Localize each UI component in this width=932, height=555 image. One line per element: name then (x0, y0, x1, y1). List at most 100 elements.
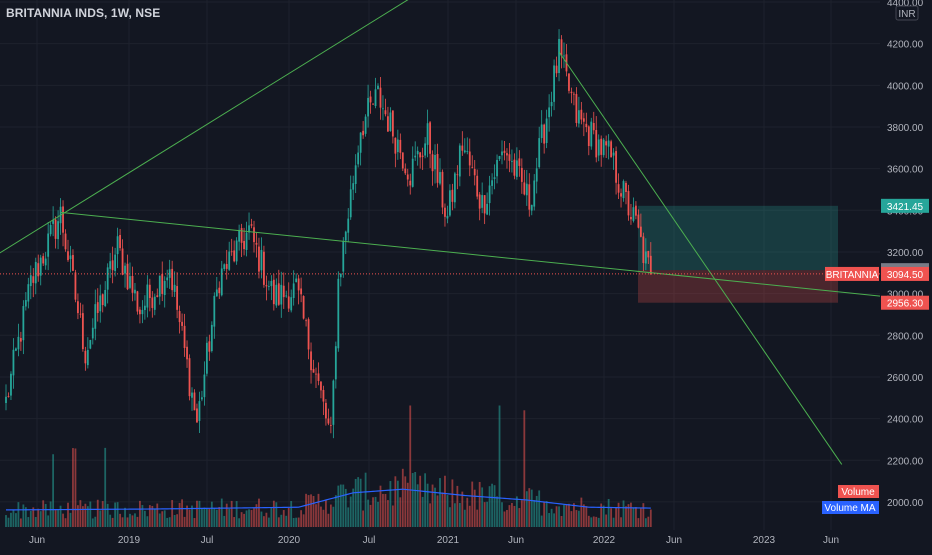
volume-bar (287, 507, 290, 527)
volume-bar (121, 517, 124, 527)
candle-body (446, 215, 449, 219)
volume-bar (62, 513, 64, 527)
candle-body (630, 216, 632, 220)
volume-bar (384, 493, 387, 527)
candle-body (272, 279, 275, 305)
candle-body (267, 286, 270, 287)
candle-body (96, 302, 99, 313)
volume-bar (520, 500, 523, 527)
volume-bar (19, 518, 22, 527)
candle-body (615, 151, 617, 183)
volume-bar (332, 506, 335, 527)
candle-body (488, 185, 491, 204)
candle-body (451, 189, 454, 202)
candle-body (213, 295, 216, 327)
volume-bar (587, 515, 590, 527)
price-tick-label: 3600.00 (887, 165, 924, 176)
volume-bar (116, 502, 119, 527)
volume-bar (255, 504, 258, 527)
candle-body (297, 278, 300, 291)
candle-body (339, 273, 342, 278)
candle-body (196, 408, 198, 423)
volume-bar (312, 495, 315, 527)
volume-bar (406, 482, 409, 527)
volume-bar (553, 513, 555, 527)
volume-bar (476, 509, 479, 527)
candle-body (332, 380, 335, 425)
volume-bar (349, 496, 352, 527)
candle-body (153, 296, 156, 310)
candle-body (431, 154, 434, 172)
volume-bar (10, 512, 12, 527)
candle-body (91, 327, 94, 339)
volume-bar (12, 509, 15, 527)
volume-bar (228, 508, 231, 527)
volume-bar (173, 514, 176, 527)
candle-body (106, 267, 109, 290)
candle-body (525, 183, 528, 196)
volume-bar (530, 489, 533, 527)
candle-body (19, 338, 22, 342)
candle-body (391, 110, 394, 137)
volume-bar (528, 488, 531, 527)
candle-body (320, 381, 322, 391)
candle-body (220, 268, 223, 296)
candle-body (139, 309, 141, 315)
volume-bar (565, 504, 568, 527)
candle-body (644, 251, 647, 264)
volume-bar (466, 497, 469, 527)
volume-bar (302, 514, 305, 527)
volume-bar (243, 513, 245, 527)
candle-body (280, 284, 283, 305)
volume-bar (188, 509, 191, 527)
candle-body (352, 183, 355, 190)
volume-bar (419, 475, 422, 527)
volume-bar (139, 500, 141, 527)
candle-body (12, 349, 15, 376)
candle-body (513, 159, 516, 176)
candle-body (67, 251, 69, 261)
volume-bar (538, 490, 541, 527)
candle-body (372, 103, 374, 105)
volume-bar (644, 518, 647, 527)
volume-bar (235, 501, 238, 527)
candle-body (198, 401, 201, 421)
candle-body (37, 263, 40, 277)
trendline (558, 51, 843, 465)
candle-body (292, 283, 295, 298)
candle-body (94, 304, 97, 329)
volume-bar (81, 506, 84, 527)
candle-body (605, 141, 608, 146)
volume-bar (91, 518, 94, 527)
volume-bar (193, 518, 196, 527)
volume-bar (64, 518, 67, 527)
volume-bar (441, 492, 444, 527)
trendlines[interactable] (0, 0, 887, 465)
candle-body (506, 153, 508, 156)
volume-bar (399, 497, 402, 527)
candle-body (471, 167, 474, 169)
volume-bar (305, 493, 307, 527)
volume-bar (79, 500, 82, 527)
candle-body (5, 396, 7, 404)
volume-bar (622, 500, 625, 527)
volume-bar (106, 503, 109, 527)
time-axis[interactable]: Jun 2019 Jul 2020 Jul 2021 Jun 2022 Jun 2023 Jun (29, 535, 839, 546)
candle-body (463, 150, 466, 153)
candle-body (131, 275, 134, 293)
volume-bar (52, 454, 55, 527)
candle-body (587, 126, 590, 147)
candle-body (223, 264, 226, 270)
candle-body (201, 397, 203, 400)
volume-bar (201, 508, 203, 527)
volume-ma-label-bg (822, 501, 879, 514)
candle-body (647, 251, 650, 258)
volume-bar (468, 505, 471, 527)
candle-body (302, 296, 305, 319)
candle-body (642, 236, 645, 264)
volume-bar (171, 500, 174, 527)
candle-body (39, 257, 42, 276)
candle-body (287, 296, 290, 309)
